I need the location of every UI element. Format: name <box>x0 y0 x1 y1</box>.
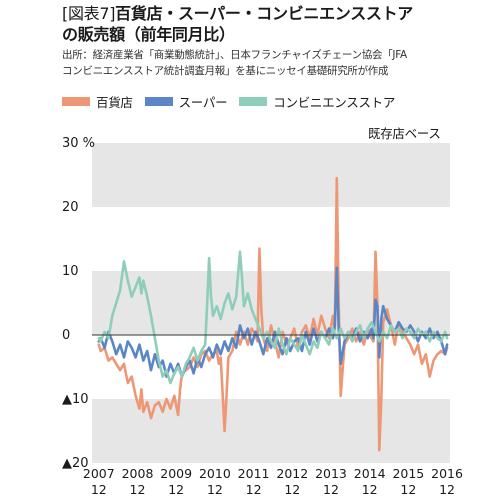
y-axis-ticks: 30 % 20 10 0 ▲10 ▲20 <box>62 136 95 471</box>
x-tick-month-7: 12 <box>362 482 378 497</box>
x-tick-year-6: 2013 <box>315 466 347 481</box>
legend-item-supermarket: スーパー <box>144 92 228 111</box>
x-tick-month-4: 12 <box>246 482 262 497</box>
x-axis-ticks: 2007122008122009122010122011122012122013… <box>83 466 463 497</box>
x-tick-year-4: 2011 <box>238 466 270 481</box>
y-tick-label-3: 0 <box>62 328 70 343</box>
x-tick-year-1: 2008 <box>122 466 154 481</box>
series-line-supermarket <box>97 266 449 378</box>
x-tick-month-5: 12 <box>284 482 300 497</box>
x-tick-month-9: 12 <box>439 482 455 497</box>
legend-swatch-convenience-store <box>239 96 268 106</box>
y-tick-label-2: 10 <box>62 264 79 279</box>
source-note: 出所：経済産業省「商業動態統計」、日本フランチャイズチェーン協会「JFA コンビ… <box>62 47 482 79</box>
x-tick-month-2: 12 <box>168 482 184 497</box>
series-line-department-store <box>97 176 449 452</box>
x-tick-month-3: 12 <box>207 482 223 497</box>
basis-annotation: 既存店ベース <box>368 126 441 141</box>
y-tick-label-0: 30 % <box>62 136 95 151</box>
y-tick-label-1: 20 <box>62 200 79 215</box>
title-line-2: の販売額（前年同月比） <box>62 25 235 44</box>
legend-swatch-department-store <box>62 96 90 106</box>
y-tick-label-5: ▲20 <box>62 456 89 471</box>
x-tick-year-9: 2016 <box>431 466 463 481</box>
legend-item-department-store: 百貨店 <box>62 92 133 111</box>
x-tick-month-0: 12 <box>91 482 107 497</box>
legend-label-supermarket: スーパー <box>178 94 228 110</box>
x-tick-year-7: 2014 <box>354 466 386 481</box>
legend-label-department-store: 百貨店 <box>96 94 133 110</box>
figure-tag: [図表7] <box>62 4 116 23</box>
x-tick-year-3: 2010 <box>199 466 231 481</box>
x-tick-month-1: 12 <box>130 482 146 497</box>
legend-label-convenience-store: コンビニエンスストア <box>273 94 396 110</box>
x-tick-year-0: 2007 <box>83 466 115 481</box>
x-tick-year-2: 2009 <box>160 466 192 481</box>
band-stripe-0 <box>92 143 450 207</box>
legend-item-convenience-store: コンビニエンスストア <box>239 92 395 111</box>
y-tick-label-4: ▲10 <box>62 392 89 407</box>
band-stripes <box>92 143 450 463</box>
source-line-1: 出所：経済産業省「商業動態統計」、日本フランチャイズチェーン協会「JFA <box>62 49 407 61</box>
title-line-1: 百貨店・スーパー・コンビニエンスストア <box>115 4 413 23</box>
chart-legend: 百貨店 スーパー コンビニエンスストア <box>62 92 407 110</box>
legend-swatch-supermarket <box>144 96 173 106</box>
chart-title: [図表7]百貨店・スーパー・コンビニエンスストア の販売額（前年同月比） <box>62 3 413 45</box>
band-stripe-2 <box>92 399 450 463</box>
x-tick-month-6: 12 <box>323 482 339 497</box>
source-line-2: コンビニエンスストア統計調査月報」を基にニッセイ基礎研究所が作成 <box>62 65 389 77</box>
x-tick-year-8: 2015 <box>392 466 424 481</box>
x-tick-month-8: 12 <box>400 482 416 497</box>
x-tick-year-5: 2012 <box>276 466 308 481</box>
